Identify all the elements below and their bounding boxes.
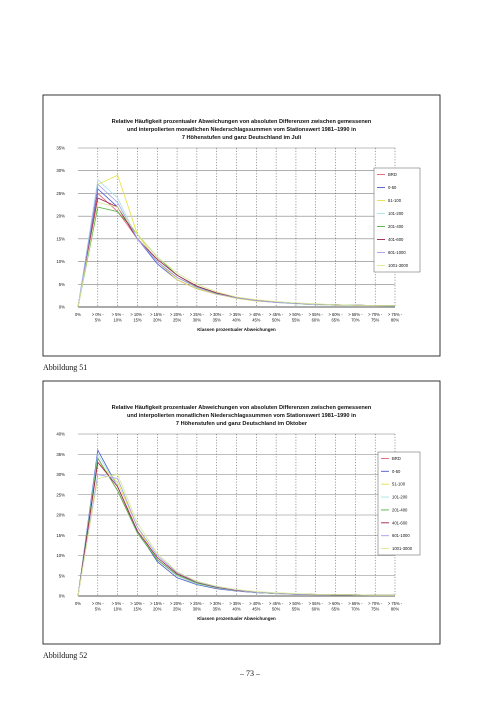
chart-title: 7 Höhenstufen und ganz Deutschland im Ju… — [182, 135, 302, 141]
x-tick-label: > 0% -5% — [92, 601, 105, 612]
x-tick-label: > 30% -35% — [210, 312, 225, 323]
legend-label: 51-100 — [392, 482, 406, 487]
y-tick-label: 15% — [56, 533, 65, 538]
x-tick-label: > 25% -30% — [190, 601, 205, 612]
legend-label: 401-600 — [392, 520, 408, 525]
y-tick-label: 5% — [59, 282, 65, 287]
data-line — [77, 474, 395, 597]
figure-caption: Abbildung 51 — [43, 363, 87, 372]
legend-box — [373, 167, 421, 273]
legend-box — [377, 451, 421, 556]
x-tick-label: > 40% -45% — [249, 312, 264, 323]
legend-label: 201-400 — [392, 507, 408, 512]
y-tick-label: 0% — [59, 594, 65, 599]
y-tick-label: 0% — [59, 305, 65, 310]
x-tick-label: > 60% -65% — [328, 312, 343, 323]
x-tick-label: > 15% -20% — [150, 601, 165, 612]
legend-label: 601-1000 — [392, 533, 410, 538]
x-tick-label: > 65% -70% — [348, 312, 363, 323]
y-tick-label: 30% — [56, 472, 65, 477]
y-tick-label: 10% — [56, 259, 65, 264]
figure-caption: Abbildung 52 — [43, 651, 87, 660]
x-tick-label: > 0% -5% — [92, 312, 105, 323]
legend-label: 201-400 — [388, 224, 404, 229]
chart-title: und interpolierten monatlichen Niedersch… — [127, 413, 357, 419]
chart-frame — [42, 380, 441, 645]
y-tick-label: 40% — [56, 432, 65, 437]
legend-label: 1001-3000 — [392, 546, 413, 551]
x-tick-label: > 55% -60% — [309, 601, 324, 612]
x-tick-label: 0% — [75, 312, 81, 317]
data-line — [77, 202, 395, 308]
chart: Relative Häufigkeit prozentualer Abweich… — [42, 94, 441, 357]
y-tick-label: 35% — [56, 452, 65, 457]
legend-label: 101-200 — [392, 495, 408, 500]
legend-label: 401-600 — [388, 237, 404, 242]
x-tick-label: > 20% -25% — [170, 601, 185, 612]
x-tick-label: > 50% -55% — [289, 601, 304, 612]
legend-label: 51-100 — [388, 198, 402, 203]
x-tick-label: > 35% -40% — [229, 312, 244, 323]
chart: Relative Häufigkeit prozentualer Abweich… — [42, 380, 441, 645]
legend-label: 101-200 — [388, 211, 404, 216]
chart-title: Relative Häufigkeit prozentualer Abweich… — [112, 119, 372, 125]
page-number: – 73 – — [239, 669, 261, 678]
legend-label: 601-1000 — [388, 250, 406, 255]
x-axis-title: Klassen prozentualer Abweichungen — [197, 327, 276, 332]
x-tick-label: > 20% -25% — [170, 312, 185, 323]
x-tick-label: > 40% -45% — [249, 601, 264, 612]
x-tick-label: > 5% -10% — [112, 601, 125, 612]
legend-label: 0-50 — [388, 185, 397, 190]
x-tick-label: > 25% -30% — [190, 312, 205, 323]
legend-label: BRD — [388, 172, 397, 177]
x-tick-label: > 50% -55% — [289, 312, 304, 323]
x-tick-label: > 75% -80% — [388, 312, 403, 323]
y-tick-label: 25% — [56, 492, 65, 497]
y-tick-label: 15% — [56, 236, 65, 241]
chart-title: und interpolierten monatlichen Niedersch… — [127, 127, 357, 133]
y-tick-label: 10% — [56, 553, 65, 558]
y-tick-label: 20% — [56, 214, 65, 219]
x-tick-label: > 5% -10% — [112, 312, 125, 323]
x-tick-label: > 30% -35% — [210, 601, 225, 612]
chart-title: 7 Höhenstufen und ganz Deutschland im Ok… — [176, 421, 308, 427]
y-tick-label: 30% — [56, 168, 65, 173]
chart-title: Relative Häufigkeit prozentualer Abweich… — [112, 405, 372, 411]
x-tick-label: 0% — [75, 601, 81, 606]
x-tick-label: > 70% -75% — [368, 601, 383, 612]
y-tick-label: 20% — [56, 513, 65, 518]
x-axis-title: Klassen prozentualer Abweichungen — [197, 616, 276, 621]
y-tick-label: 25% — [56, 191, 65, 196]
x-tick-label: > 35% -40% — [229, 601, 244, 612]
y-tick-label: 5% — [59, 573, 65, 578]
x-tick-label: > 75% -80% — [388, 601, 403, 612]
legend-label: 1001-3000 — [388, 263, 409, 268]
y-tick-label: 35% — [56, 146, 65, 151]
legend-label: BRD — [392, 456, 401, 461]
x-tick-label: > 70% -75% — [368, 312, 383, 323]
x-tick-label: > 10% -15% — [130, 601, 145, 612]
x-tick-label: > 10% -15% — [130, 312, 145, 323]
x-tick-label: > 45% -50% — [269, 312, 284, 323]
x-tick-label: > 15% -20% — [150, 312, 165, 323]
legend-label: 0-50 — [392, 469, 401, 474]
x-tick-label: > 60% -65% — [328, 601, 343, 612]
x-tick-label: > 55% -60% — [309, 312, 324, 323]
x-tick-label: > 65% -70% — [348, 601, 363, 612]
x-tick-label: > 45% -50% — [269, 601, 284, 612]
